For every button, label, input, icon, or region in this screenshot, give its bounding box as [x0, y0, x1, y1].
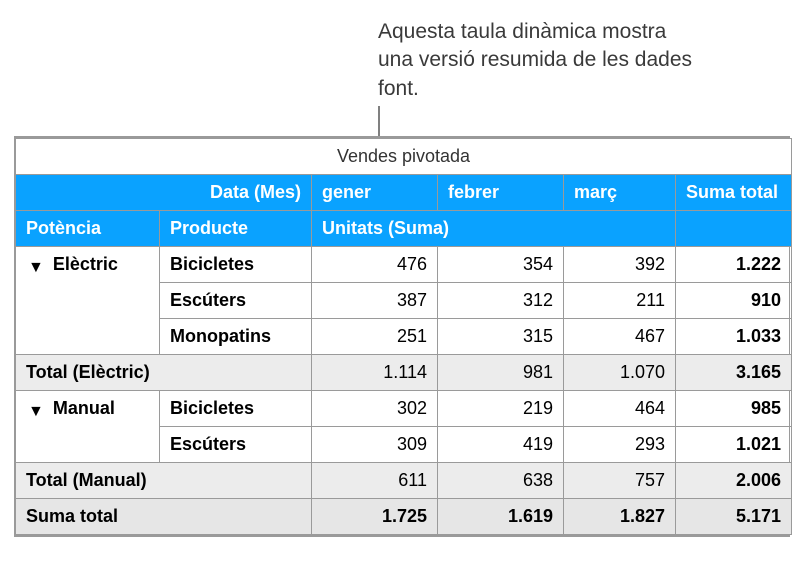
subtotal-row: Total (Manual) 611 638 757 2.006: [16, 463, 792, 499]
value-cell[interactable]: 387: [312, 283, 438, 319]
subtotal-cell[interactable]: 981: [438, 355, 564, 391]
value-cell[interactable]: 476: [312, 247, 438, 283]
group-name: Elèctric: [53, 254, 118, 274]
value-cell[interactable]: 354: [438, 247, 564, 283]
values-header-blank: [676, 211, 792, 247]
pivot-title: Vendes pivotada: [16, 139, 792, 175]
table-title-row: Vendes pivotada: [16, 139, 792, 175]
month-header-0[interactable]: gener: [312, 175, 438, 211]
product-cell[interactable]: Bicicletes: [160, 247, 312, 283]
subtotal-total-cell[interactable]: 3.165: [676, 355, 792, 391]
value-cell[interactable]: 309: [312, 427, 438, 463]
row-total-cell[interactable]: 985: [676, 391, 792, 427]
column-header-row-1: Data (Mes) gener febrer març Suma total: [16, 175, 792, 211]
subtotal-cell[interactable]: 1.114: [312, 355, 438, 391]
row-field-2[interactable]: Producte: [160, 211, 312, 247]
subtotal-label[interactable]: Total (Elèctric): [16, 355, 312, 391]
value-cell[interactable]: 392: [564, 247, 676, 283]
month-header-2[interactable]: març: [564, 175, 676, 211]
value-cell[interactable]: 419: [438, 427, 564, 463]
grand-total-cell[interactable]: 1.725: [312, 499, 438, 535]
grand-total-row: Suma total 1.725 1.619 1.827 5.171: [16, 499, 792, 535]
pivot-table-container: Vendes pivotada Data (Mes) gener febrer …: [14, 136, 790, 537]
date-header[interactable]: Data (Mes): [16, 175, 312, 211]
grand-total-cell[interactable]: 1.827: [564, 499, 676, 535]
value-cell[interactable]: 302: [312, 391, 438, 427]
chevron-down-icon[interactable]: ▼: [28, 260, 44, 276]
value-cell[interactable]: 211: [564, 283, 676, 319]
caption-text: Aquesta taula dinàmica mostra una versió…: [378, 18, 698, 103]
column-header-row-2: Potència Producte Unitats (Suma): [16, 211, 792, 247]
value-cell[interactable]: 312: [438, 283, 564, 319]
subtotal-row: Total (Elèctric) 1.114 981 1.070 3.165: [16, 355, 792, 391]
grand-total-cell[interactable]: 1.619: [438, 499, 564, 535]
product-cell[interactable]: Monopatins: [160, 319, 312, 355]
subtotal-total-cell[interactable]: 2.006: [676, 463, 792, 499]
group-cell-electric[interactable]: ▼ Elèctric: [16, 247, 160, 355]
grand-total-total-cell[interactable]: 5.171: [676, 499, 792, 535]
row-total-cell[interactable]: 1.021: [676, 427, 792, 463]
row-total-cell[interactable]: 910: [676, 283, 792, 319]
value-cell[interactable]: 251: [312, 319, 438, 355]
value-cell[interactable]: 467: [564, 319, 676, 355]
product-cell[interactable]: Escúters: [160, 427, 312, 463]
row-field-1[interactable]: Potència: [16, 211, 160, 247]
subtotal-cell[interactable]: 611: [312, 463, 438, 499]
product-cell[interactable]: Escúters: [160, 283, 312, 319]
value-cell[interactable]: 293: [564, 427, 676, 463]
subtotal-cell[interactable]: 757: [564, 463, 676, 499]
values-header[interactable]: Unitats (Suma): [312, 211, 676, 247]
group-name: Manual: [53, 398, 115, 418]
value-cell[interactable]: 315: [438, 319, 564, 355]
table-row: ▼ Manual Bicicletes 302 219 464 985: [16, 391, 792, 427]
product-cell[interactable]: Bicicletes: [160, 391, 312, 427]
callout-line: [378, 106, 380, 138]
subtotal-label[interactable]: Total (Manual): [16, 463, 312, 499]
group-cell-manual[interactable]: ▼ Manual: [16, 391, 160, 463]
chevron-down-icon[interactable]: ▼: [28, 404, 44, 420]
row-total-cell[interactable]: 1.222: [676, 247, 792, 283]
month-header-1[interactable]: febrer: [438, 175, 564, 211]
value-cell[interactable]: 219: [438, 391, 564, 427]
pivot-table: Vendes pivotada Data (Mes) gener febrer …: [15, 138, 792, 535]
subtotal-cell[interactable]: 1.070: [564, 355, 676, 391]
subtotal-cell[interactable]: 638: [438, 463, 564, 499]
grand-total-header[interactable]: Suma total: [676, 175, 792, 211]
table-row: ▼ Elèctric Bicicletes 476 354 392 1.222: [16, 247, 792, 283]
row-total-cell[interactable]: 1.033: [676, 319, 792, 355]
value-cell[interactable]: 464: [564, 391, 676, 427]
grand-total-label[interactable]: Suma total: [16, 499, 312, 535]
